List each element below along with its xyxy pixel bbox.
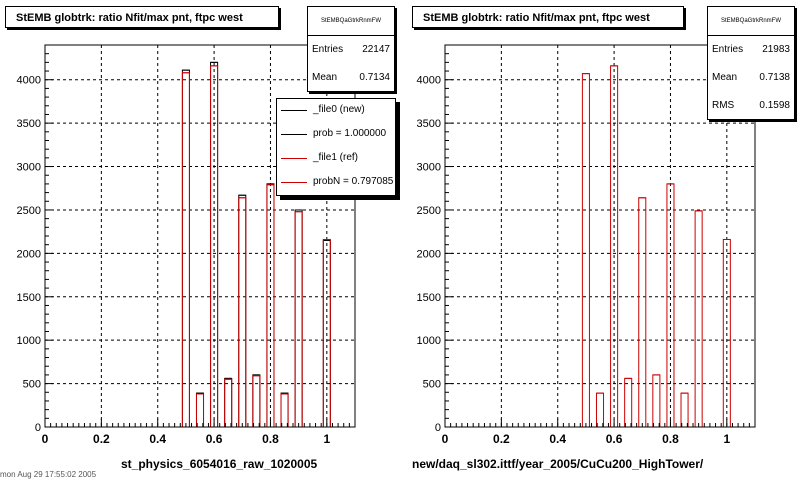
y-tick-label: 500 <box>423 379 441 391</box>
right-x-axis-title: new/daq_sl302.ittf/year_2005/CuCu200_Hig… <box>412 457 704 471</box>
left-stats-mean-label: Mean <box>312 72 338 83</box>
legend-entry-file1: _file1 (ref) <box>277 147 395 169</box>
y-tick-label: 1500 <box>17 292 41 304</box>
right-stats-rms-value: 0.1598 <box>759 100 790 111</box>
legend-entry-prob: prob = 1.000000 <box>277 123 395 145</box>
x-tick-label: 0 <box>42 432 49 446</box>
x-tick-label: 0 <box>442 432 449 446</box>
x-tick-label: 1 <box>323 432 330 446</box>
legend-swatch-file0 <box>281 110 307 111</box>
legend-swatch-file1 <box>281 158 307 159</box>
y-tick-label: 4000 <box>417 75 441 87</box>
x-tick-label: 0.4 <box>149 432 166 446</box>
right-stats-mean-label: Mean <box>712 72 738 83</box>
y-tick-label: 3000 <box>417 162 441 174</box>
y-tick-label: 2000 <box>17 248 41 260</box>
x-tick-label: 0.4 <box>549 432 566 446</box>
y-tick-label: 1000 <box>417 335 441 347</box>
right-stats-entries-value: 21983 <box>762 44 790 55</box>
x-tick-label: 0.2 <box>493 432 510 446</box>
y-tick-label: 1500 <box>417 292 441 304</box>
right-stats-rms-row: RMS 0.1598 <box>708 92 794 120</box>
left-stats-name: StEMBQaGtrkRnmFW <box>308 7 394 36</box>
right-pad: 0 0.2 0.4 0.6 0.8 1 0 500 1000 1500 2000 2500 3000 35… <box>400 0 800 480</box>
legend-entry-file0: _file0 (new) <box>277 99 395 121</box>
left-x-axis-title: st_physics_6054016_raw_1020005 <box>121 457 318 471</box>
legend-swatch-prob <box>281 134 307 135</box>
legend-label-file0: _file0 (new) <box>313 104 365 115</box>
right-stats-rms-label: RMS <box>712 100 735 111</box>
x-tick-label: 0.8 <box>662 432 679 446</box>
x-tick-label: 1 <box>723 432 730 446</box>
y-tick-label: 2500 <box>417 205 441 217</box>
left-stats-box: StEMBQaGtrkRnmFW Entries 22147 Mean 0.71… <box>307 6 395 92</box>
right-stats-mean-row: Mean 0.7138 <box>708 64 794 92</box>
right-stats-entries-row: Entries 21983 <box>708 36 794 64</box>
x-tick-label: 0.6 <box>606 432 623 446</box>
y-tick-label: 1000 <box>17 335 41 347</box>
x-tick-label: 0.8 <box>262 432 279 446</box>
left-histogram-plot: 0 0.2 0.4 0.6 0.8 1 0 500 1000 1500 2000 2500 3000 35… <box>17 44 356 446</box>
left-legend: _file0 (new) prob = 1.000000 _file1 (ref… <box>276 98 396 196</box>
left-stats-mean-value: 0.7134 <box>359 72 390 83</box>
right-histogram-plot: 0 0.2 0.4 0.6 0.8 1 0 500 1000 1500 2000 2500 3000 35… <box>417 44 756 446</box>
legend-swatch-probn <box>281 182 307 183</box>
right-stats-entries-label: Entries <box>712 44 744 55</box>
y-tick-label: 2000 <box>417 248 441 260</box>
y-tick-label: 3500 <box>417 118 441 130</box>
left-stats-mean-row: Mean 0.7134 <box>308 64 394 92</box>
right-stats-box: StEMBQaGtrkRnmFW Entries 21983 Mean 0.71… <box>707 6 795 120</box>
left-chart-title: StEMB globtrk: ratio Nfit/max pnt, ftpc … <box>5 6 279 28</box>
right-stats-name: StEMBQaGtrkRnmFW <box>708 7 794 36</box>
legend-label-probn: probN = 0.797085 <box>313 176 394 187</box>
right-stats-mean-value: 0.7138 <box>759 72 790 83</box>
left-pad: 0 0.2 0.4 0.6 0.8 1 0 500 1000 1500 2000 2500 3000 35… <box>5 6 396 471</box>
legend-label-prob: prob = 1.000000 <box>313 128 387 139</box>
x-tick-label: 0.2 <box>93 432 110 446</box>
y-tick-label: 3000 <box>17 162 41 174</box>
x-tick-label: 0.6 <box>206 432 223 446</box>
y-tick-label: 0 <box>435 422 441 434</box>
y-tick-label: 3500 <box>17 118 41 130</box>
left-stats-entries-value: 22147 <box>362 44 390 55</box>
histogram-series-0 <box>445 65 755 428</box>
legend-label-file1: _file1 (ref) <box>313 152 359 163</box>
y-tick-label: 500 <box>23 379 41 391</box>
y-tick-label: 2500 <box>17 205 41 217</box>
left-stats-entries-row: Entries 22147 <box>308 36 394 64</box>
legend-entry-probn: probN = 0.797085 <box>277 171 395 193</box>
y-tick-label: 4000 <box>17 75 41 87</box>
footer-timestamp: mon Aug 29 17:55:02 2005 <box>0 470 97 479</box>
y-tick-label: 0 <box>35 422 41 434</box>
right-chart-title: StEMB globtrk: ratio Nfit/max pnt, ftpc … <box>412 6 684 28</box>
left-stats-entries-label: Entries <box>312 44 344 55</box>
